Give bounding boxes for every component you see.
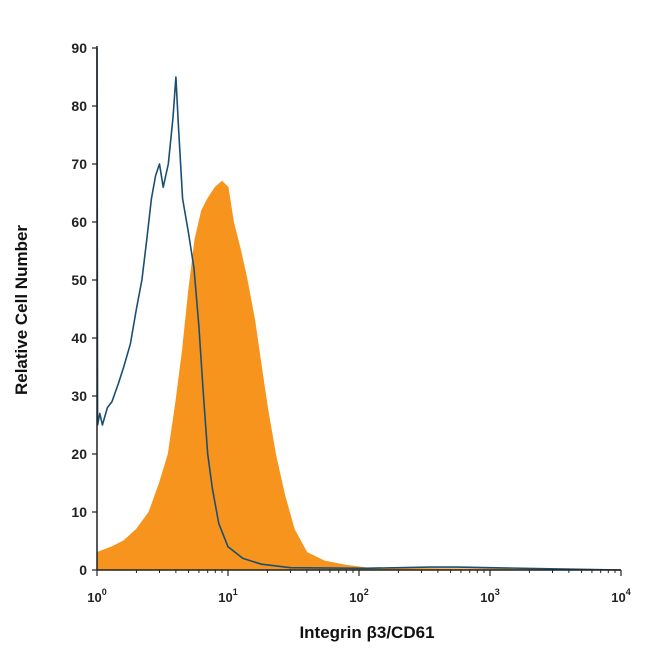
y-tick-label: 70: [71, 156, 87, 172]
y-tick-label: 90: [71, 40, 87, 56]
y-tick-label: 50: [71, 272, 87, 288]
x-tick-label: 104: [611, 587, 630, 605]
y-tick-label: 80: [71, 98, 87, 114]
x-tick-label: 100: [87, 587, 106, 605]
y-axis-title: Relative Cell Number: [12, 225, 31, 395]
plot-area: [96, 47, 622, 571]
series-1-line: [96, 47, 622, 571]
y-tick-label: 40: [71, 330, 87, 346]
x-axis-title: Integrin β3/CD61: [299, 623, 434, 642]
x-tick-label: 103: [480, 587, 499, 605]
y-tick-label: 10: [71, 504, 87, 520]
y-tick-label: 30: [71, 388, 87, 404]
y-tick-label: 20: [71, 446, 87, 462]
y-tick-label: 60: [71, 214, 87, 230]
x-tick-label: 101: [218, 587, 237, 605]
x-tick-label: 102: [349, 587, 368, 605]
y-tick-label: 0: [79, 562, 87, 578]
series-0-area: [96, 180, 622, 571]
axes: 0 10 20 30 40 50 60 70 80 90 100 101 102 103 104: [71, 40, 630, 605]
